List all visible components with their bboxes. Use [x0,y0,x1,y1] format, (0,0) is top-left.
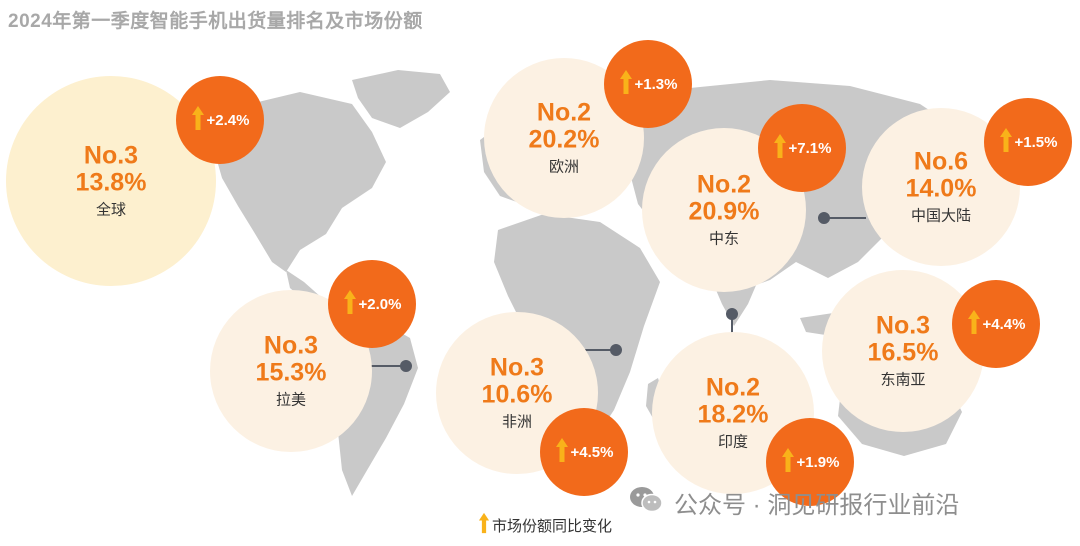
watermark-text: 公众号 · 洞见研报行业前沿 [674,492,960,519]
up-arrow-icon [343,289,357,320]
yoy-value: +1.5% [1014,133,1058,151]
share-label: 20.9% [688,197,760,226]
region-name: 东南亚 [880,371,926,389]
up-arrow-icon [781,447,795,478]
yoy-value: +4.5% [570,443,614,461]
watermark: 公众号 · 洞见研报行业前沿 [628,484,959,521]
share-label: 14.0% [905,174,977,203]
yoy-badge-latam: +2.0% [328,260,416,348]
pin-dot-india [726,308,738,320]
africa-shape [494,214,660,454]
yoy-value: +1.9% [796,453,840,471]
region-name: 中国大陆 [910,207,971,225]
legend: 市场份额同比变化 [478,512,612,538]
region-bubble-southeast-asia: No.3 16.5% 东南亚 [822,270,984,432]
region-name: 中东 [708,230,739,248]
region-name: 欧洲 [548,158,579,176]
share-label: 20.2% [528,125,600,154]
yoy-badge-india: +1.9% [766,418,854,506]
rank-label: No.3 [875,311,931,340]
rank-label: No.2 [705,373,761,402]
yoy-value: +2.0% [358,295,402,313]
yoy-badge-southeast-asia: +4.4% [952,280,1040,368]
share-label: 15.3% [255,358,327,387]
pin-dot-africa [610,344,622,356]
up-arrow-icon [773,133,787,164]
rank-label: No.3 [489,353,545,382]
rank-label: No.6 [913,147,969,176]
up-arrow-icon [967,309,981,340]
rank-label: No.2 [696,170,752,199]
pin-dot-china [818,212,830,224]
yoy-badge-china: +1.5% [984,98,1072,186]
yoy-value: +1.3% [634,75,678,93]
rank-label: No.3 [83,141,139,170]
chart-title: 2024年第一季度智能手机出货量排名及市场份额 [8,11,423,32]
yoy-value: +4.4% [982,315,1026,333]
rank-label: No.3 [263,331,319,360]
yoy-value: +7.1% [788,139,832,157]
share-label: 13.8% [75,168,147,197]
up-arrow-icon [555,437,569,468]
up-arrow-icon [478,512,490,538]
legend-label: 市场份额同比变化 [492,517,613,535]
yoy-badge-middle-east: +7.1% [758,104,846,192]
region-name: 全球 [95,201,126,219]
yoy-badge-global: +2.4% [176,76,264,164]
up-arrow-icon [999,127,1013,158]
region-name: 拉美 [275,391,306,409]
wechat-icon [628,484,664,521]
pin-dot-latam [400,360,412,372]
share-label: 16.5% [867,338,939,367]
yoy-badge-africa: +4.5% [540,408,628,496]
rank-label: No.2 [536,98,592,127]
up-arrow-icon [191,105,205,136]
yoy-badge-europe: +1.3% [604,40,692,128]
share-label: 18.2% [697,400,769,429]
region-name: 非洲 [501,413,532,431]
greenland-shape [352,70,450,128]
share-label: 10.6% [481,380,553,409]
up-arrow-icon [619,69,633,100]
region-name: 印度 [717,433,748,451]
yoy-value: +2.4% [206,111,250,129]
